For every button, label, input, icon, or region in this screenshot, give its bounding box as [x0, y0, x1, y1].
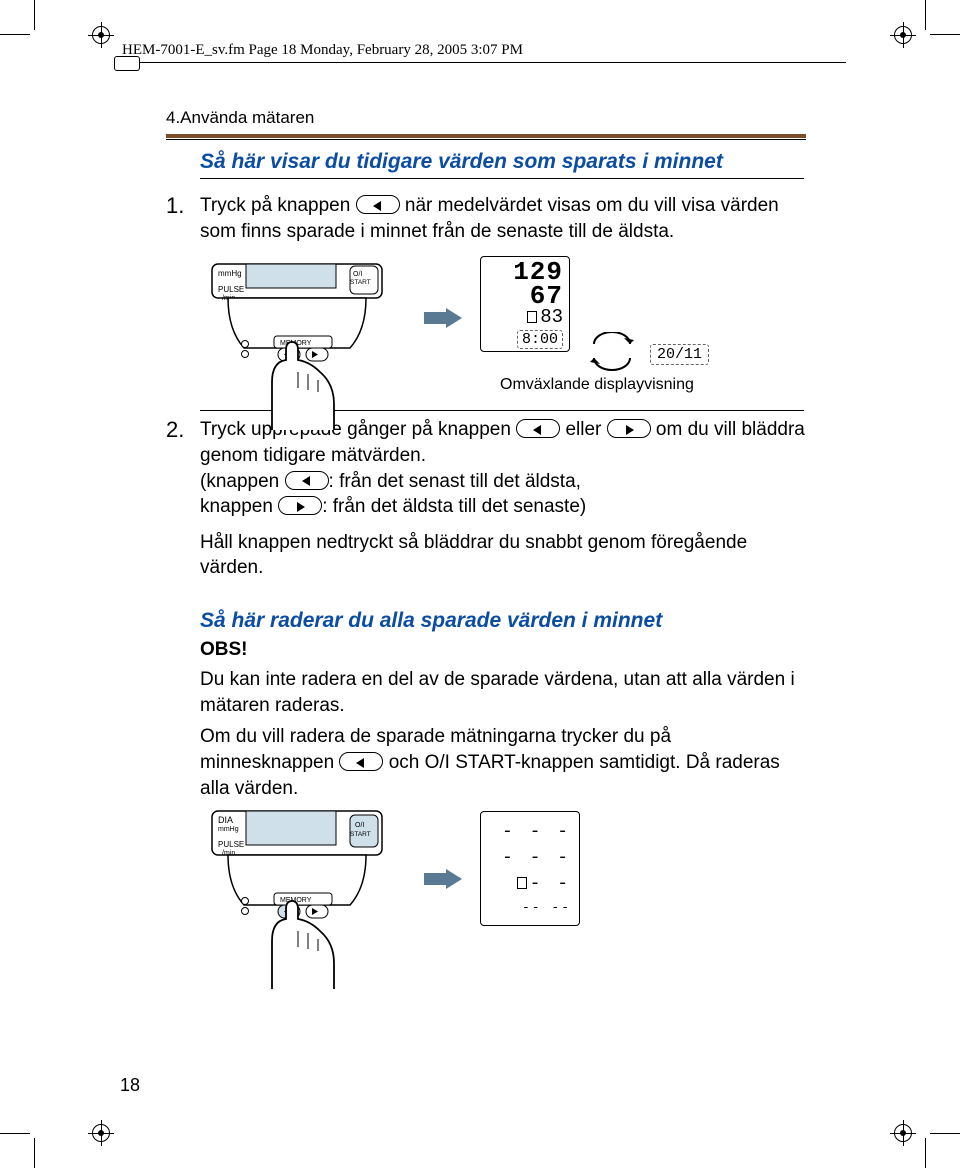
page-meta: HEM-7001-E_sv.fm Page 18 Monday, Februar… [122, 42, 523, 59]
step-2: 2. Tryck upprepade gånger på knappen ell… [166, 417, 806, 581]
left-button-icon [356, 195, 400, 214]
svg-text:O/I: O/I [355, 822, 364, 829]
step-1: 1. Tryck på knappen när medelvärdet visa… [166, 193, 806, 244]
heading-show: Så här visar du tidigare värden som spar… [200, 150, 800, 174]
reg-mark-tr [890, 22, 916, 48]
right-button-icon [607, 419, 651, 438]
display-pulse: 83 [540, 306, 563, 328]
display-empty: - - - - - - - - -- -- [480, 811, 580, 926]
display-dia: 67 [487, 285, 563, 308]
svg-text:DIA: DIA [218, 815, 233, 825]
svg-text:O/I: O/I [353, 271, 362, 278]
svg-text:PULSE: PULSE [218, 840, 244, 849]
right-button-icon [278, 496, 322, 515]
header-rule [114, 62, 846, 63]
left-button-icon [516, 419, 560, 438]
illus1-caption: Omväxlande displayvisning [500, 376, 694, 394]
svg-text:START: START [350, 279, 371, 286]
step-1-num: 1. [166, 193, 200, 244]
big-arrow-icon [424, 308, 462, 328]
display-date: 20/11 [650, 344, 709, 365]
svg-text:START: START [350, 831, 371, 838]
section-label: 4.Använda mätaren [166, 108, 806, 128]
page-number: 18 [120, 1075, 140, 1096]
heading-delete: Så här raderar du alla sparade värden i … [200, 609, 806, 633]
display-time: 8:00 [517, 330, 563, 349]
svg-text:PULSE: PULSE [218, 285, 244, 294]
left-button-icon [339, 752, 383, 771]
reg-mark-tl [88, 22, 114, 48]
svg-text:mmHg: mmHg [218, 826, 239, 833]
step-2-num: 2. [166, 417, 200, 581]
step-1-text-a: Tryck på knappen [200, 195, 356, 216]
section-rule [166, 134, 806, 140]
reg-mark-bl [88, 1120, 114, 1146]
obs-label: OBS! [200, 639, 806, 661]
memory-icon [527, 311, 537, 323]
illustration-delete: DIA mmHg PULSE /min O/I START MEMORY [200, 809, 840, 994]
delete-p2: Om du vill radera de sparade mätningarna… [200, 724, 804, 801]
memory-icon [517, 877, 527, 889]
big-arrow-icon [424, 869, 462, 889]
device-illustration-2: DIA mmHg PULSE /min O/I START MEMORY [200, 809, 410, 989]
left-button-icon [285, 471, 329, 490]
svg-text:mmHg: mmHg [218, 269, 242, 278]
delete-p1: Du kan inte radera en del av de sparade … [200, 667, 804, 718]
reg-mark-br [890, 1120, 916, 1146]
display-values: 129 67 83 8:00 [480, 256, 570, 352]
illustration-memory-recall: mmHg PULSE /min O/I START MEMORY [200, 262, 840, 432]
swap-arrows-icon [586, 332, 638, 372]
device-illustration-1: mmHg PULSE /min O/I START MEMORY [200, 262, 410, 432]
